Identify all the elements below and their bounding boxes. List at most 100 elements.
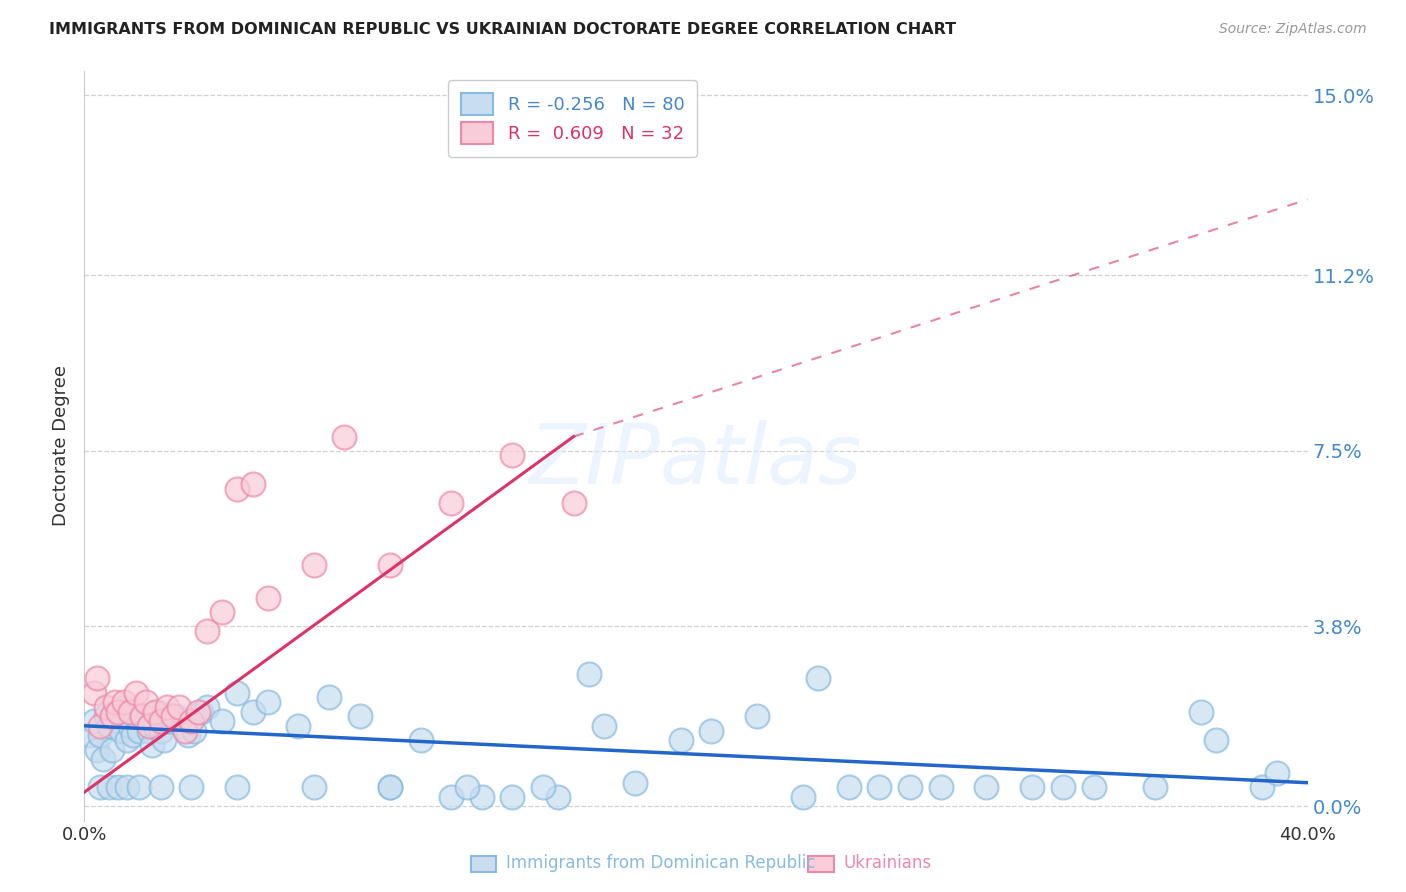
Point [257,591,280,605]
Point [562,496,585,510]
Point [128,780,150,795]
Point [94,709,117,723]
Point [89,780,111,795]
Point [162,709,184,723]
Point [869,780,891,795]
Point [122,728,145,742]
Point [257,695,280,709]
Point [120,705,142,719]
Point [86,742,108,756]
Point [471,789,494,804]
Point [226,685,249,699]
Point [86,672,108,686]
Point [1083,780,1105,795]
Point [146,705,169,719]
Point [112,699,135,714]
Point [186,705,208,719]
Point [747,709,769,723]
Point [211,605,233,619]
Point [1265,766,1288,780]
Point [135,714,157,728]
Point [135,695,157,709]
Bar [808,856,834,872]
Point [349,709,371,723]
Point [1189,705,1212,719]
Point [380,780,402,795]
Bar [471,856,496,872]
Point [143,705,166,719]
Point [547,789,569,804]
Point [156,699,179,714]
Point [456,780,478,795]
Point [162,709,184,723]
Point [120,719,142,733]
Text: Source: ZipAtlas.com: Source: ZipAtlas.com [1219,22,1367,37]
Point [242,477,264,491]
Point [929,780,952,795]
Point [115,780,138,795]
Point [149,714,172,728]
Point [302,558,325,572]
Point [138,719,160,733]
Point [502,789,524,804]
Point [125,685,148,699]
Point [104,705,127,719]
Point [180,714,202,728]
Point [183,723,205,738]
Text: IMMIGRANTS FROM DOMINICAN REPUBLIC VS UKRAINIAN DOCTORATE DEGREE CORRELATION CHA: IMMIGRANTS FROM DOMINICAN REPUBLIC VS UK… [49,22,956,37]
Point [440,789,463,804]
Point [101,742,124,756]
Point [287,719,309,733]
Point [97,780,120,795]
Point [669,733,692,747]
Text: Immigrants from Dominican Republic: Immigrants from Dominican Republic [506,855,815,872]
Point [91,752,114,766]
Point [131,709,153,723]
Point [107,714,129,728]
Point [380,558,402,572]
Point [318,690,340,705]
Point [807,672,830,686]
Point [380,780,402,795]
Point [195,699,218,714]
Point [165,709,187,723]
Text: Ukrainians: Ukrainians [844,855,932,872]
Point [1250,780,1272,795]
Point [115,733,138,747]
Point [700,723,723,738]
Point [107,780,129,795]
Point [177,728,200,742]
Point [97,719,120,733]
Point [156,714,179,728]
Point [104,695,127,709]
Point [898,780,921,795]
Point [624,775,647,789]
Point [89,728,111,742]
Point [211,714,233,728]
Point [138,723,160,738]
Point [1021,780,1043,795]
Point [83,714,105,728]
Point [531,780,554,795]
Point [149,780,172,795]
Point [226,482,249,496]
Point [440,496,463,510]
Point [159,714,181,728]
Point [180,780,202,795]
Point [149,723,172,738]
Point [110,723,132,738]
Point [1143,780,1166,795]
Point [131,709,153,723]
Point [838,780,860,795]
Point [125,709,148,723]
Point [141,738,163,752]
Point [153,733,176,747]
Point [83,685,105,699]
Point [128,723,150,738]
Point [302,780,325,795]
Point [174,723,197,738]
Point [333,429,356,443]
Point [112,695,135,709]
Legend: R = -0.256   N = 80, R =  0.609   N = 32: R = -0.256 N = 80, R = 0.609 N = 32 [449,80,697,157]
Point [167,699,190,714]
